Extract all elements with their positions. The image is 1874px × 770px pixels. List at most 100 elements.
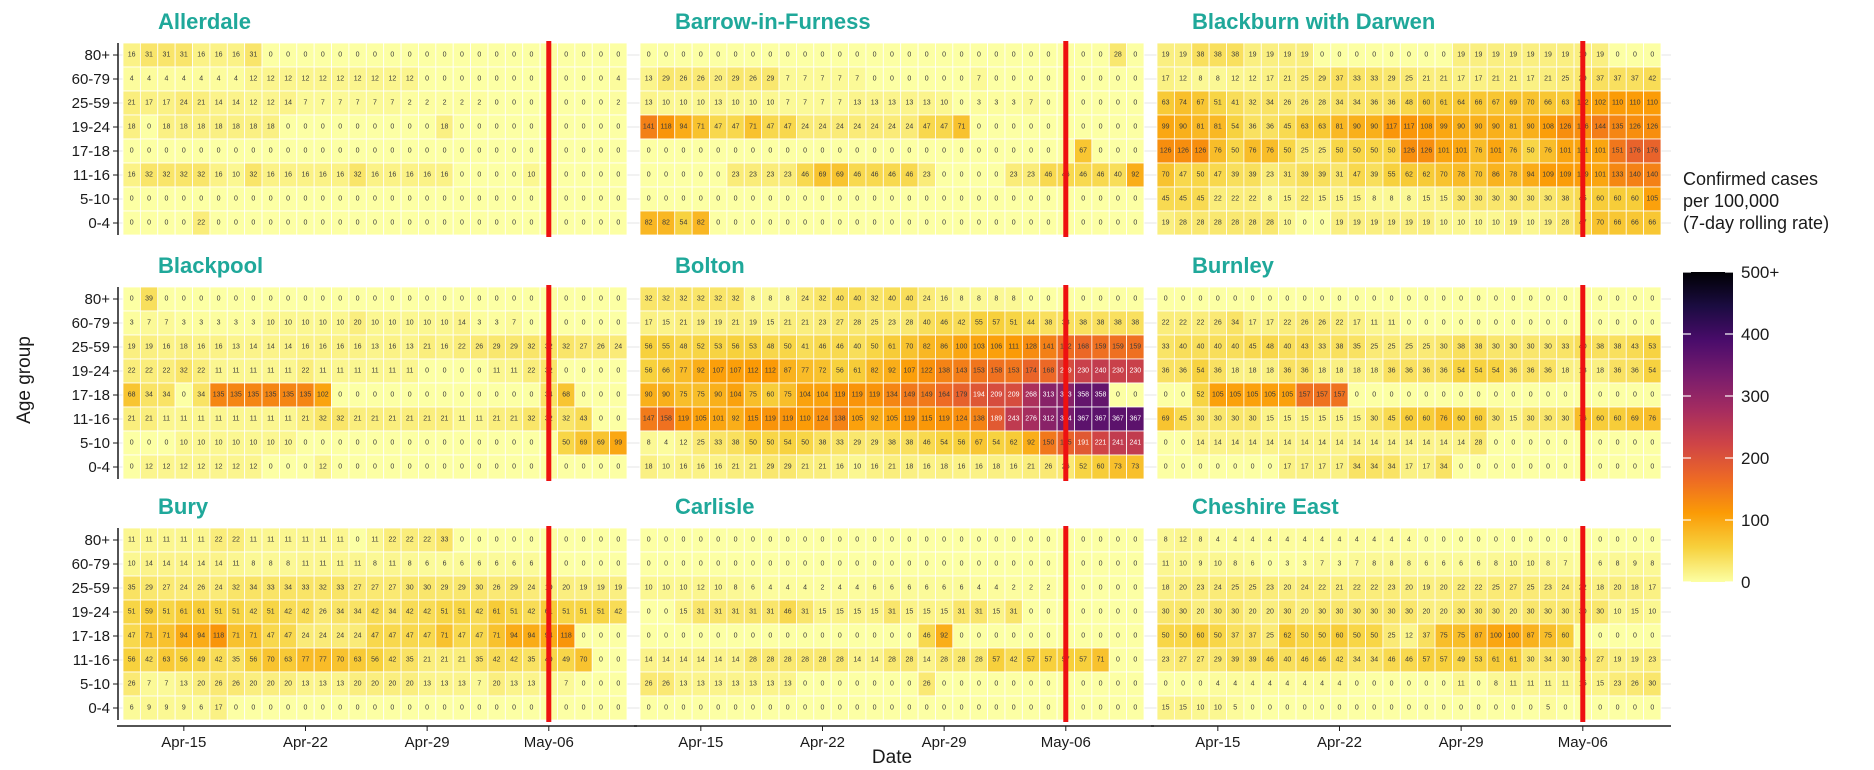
cell-value-label: 0: [390, 296, 394, 303]
cell-value-label: 0: [1285, 296, 1289, 303]
cell-value-label: 0: [1424, 705, 1428, 712]
legend-tick-label: 0: [1741, 573, 1750, 592]
cell-value-label: 66: [1631, 220, 1639, 227]
cell-value-label: 2: [425, 100, 429, 107]
cell-value-label: 63: [1318, 124, 1326, 131]
cell-value-label: 0: [1511, 440, 1515, 447]
cell-value-label: 0: [960, 705, 964, 712]
cell-value-label: 90: [1457, 124, 1465, 131]
cell-value-label: 0: [1563, 392, 1567, 399]
cell-value-label: 0: [699, 196, 703, 203]
cell-value-label: 0: [529, 464, 533, 471]
cell-value-label: 0: [425, 296, 429, 303]
cell-value-label: 20: [1614, 585, 1622, 592]
cell-value-label: 46: [1301, 657, 1309, 664]
cell-value-label: 19: [1283, 52, 1291, 59]
cell-value-label: 0: [716, 220, 720, 227]
cell-value-label: 0: [1529, 705, 1533, 712]
cell-value-label: 0: [1046, 633, 1050, 640]
cell-value-label: 50: [766, 440, 774, 447]
cell-value-label: 33: [1562, 344, 1570, 351]
cell-value-label: 20: [1197, 609, 1205, 616]
cell-value-label: 22: [423, 537, 431, 544]
cell-value-label: 0: [942, 705, 946, 712]
cell-value-label: 7: [977, 76, 981, 83]
cell-value-label: 24: [528, 585, 536, 592]
cell-value-label: 0: [664, 196, 668, 203]
cell-value-label: 23: [1010, 172, 1018, 179]
cell-value-label: 0: [373, 196, 377, 203]
cell-value-label: 15: [836, 609, 844, 616]
cell-value-label: 0: [977, 705, 981, 712]
cell-value-label: 124: [817, 416, 829, 423]
cell-value-label: 0: [1268, 561, 1272, 568]
cell-value-label: 13: [749, 681, 757, 688]
cell-value-label: 0: [616, 220, 620, 227]
cell-value-label: 0: [1529, 440, 1533, 447]
cell-value-label: 0: [1116, 585, 1120, 592]
cell-value-label: 37: [1231, 633, 1239, 640]
cell-value-label: 19: [1162, 52, 1170, 59]
panel-title: Carlisle: [675, 494, 755, 519]
cell-value-label: 24: [819, 124, 827, 131]
cell-value-label: 70: [580, 657, 588, 664]
cell-value-label: 21: [441, 657, 449, 664]
cell-value-label: 0: [1133, 124, 1137, 131]
cell-value-label: 10: [766, 100, 774, 107]
cell-value-label: 35: [128, 585, 136, 592]
cell-value-label: 63: [1562, 100, 1570, 107]
cell-value-label: 36: [1614, 368, 1622, 375]
cell-value-label: 0: [1390, 296, 1394, 303]
cell-value-label: 40: [888, 296, 896, 303]
cell-value-label: 30: [1492, 609, 1500, 616]
cell-value-label: 66: [1544, 100, 1552, 107]
cell-value-label: 0: [304, 52, 308, 59]
cell-value-label: 51: [232, 609, 240, 616]
cell-value-label: 0: [1372, 52, 1376, 59]
cell-value-label: 0: [1442, 537, 1446, 544]
cell-value-label: 3: [199, 320, 203, 327]
cell-value-label: 0: [716, 52, 720, 59]
cell-value-label: 158: [660, 416, 672, 423]
cell-value-label: 36: [1301, 368, 1309, 375]
cell-value-label: 0: [1633, 705, 1637, 712]
cell-value-label: 0: [1012, 148, 1016, 155]
cell-value-label: 28: [1318, 100, 1326, 107]
cell-value-label: 76: [1648, 416, 1656, 423]
cell-value-label: 0: [199, 296, 203, 303]
cell-value-label: 0: [582, 368, 586, 375]
cell-value-label: 63: [1301, 124, 1309, 131]
cell-value-label: 0: [304, 464, 308, 471]
cell-value-label: 29: [510, 344, 518, 351]
cell-value-label: 0: [1164, 440, 1168, 447]
cell-value-label: 0: [1563, 537, 1567, 544]
cell-value-label: 92: [871, 416, 879, 423]
cell-value-label: 12: [1405, 633, 1413, 640]
cell-value-label: 0: [1616, 52, 1620, 59]
cell-value-label: 30: [1475, 609, 1483, 616]
cell-value-label: 63: [354, 657, 362, 664]
cell-value-label: 3: [1338, 561, 1342, 568]
cell-value-label: 0: [599, 392, 603, 399]
cell-value-label: 0: [408, 392, 412, 399]
cell-value-label: 13: [336, 681, 344, 688]
cell-value-label: 32: [180, 172, 188, 179]
date-marker-line: [1580, 41, 1585, 237]
cell-value-label: 31: [714, 609, 722, 616]
cell-value-label: 0: [1081, 220, 1085, 227]
cell-value-label: 0: [564, 368, 568, 375]
cell-value-label: 92: [940, 633, 948, 640]
cell-value-label: 0: [1029, 124, 1033, 131]
cell-value-label: 32: [232, 585, 240, 592]
cell-value-label: 10: [1457, 220, 1465, 227]
cell-value-label: 43: [1631, 344, 1639, 351]
cell-value-label: 4: [994, 585, 998, 592]
cell-value-label: 0: [838, 196, 842, 203]
cell-value-label: 135: [265, 392, 277, 399]
cell-value-label: 18: [1596, 368, 1604, 375]
cell-value-label: 26: [232, 681, 240, 688]
cell-value-label: 27: [163, 585, 171, 592]
cell-value-label: 0: [164, 220, 168, 227]
cell-value-label: 0: [890, 537, 894, 544]
